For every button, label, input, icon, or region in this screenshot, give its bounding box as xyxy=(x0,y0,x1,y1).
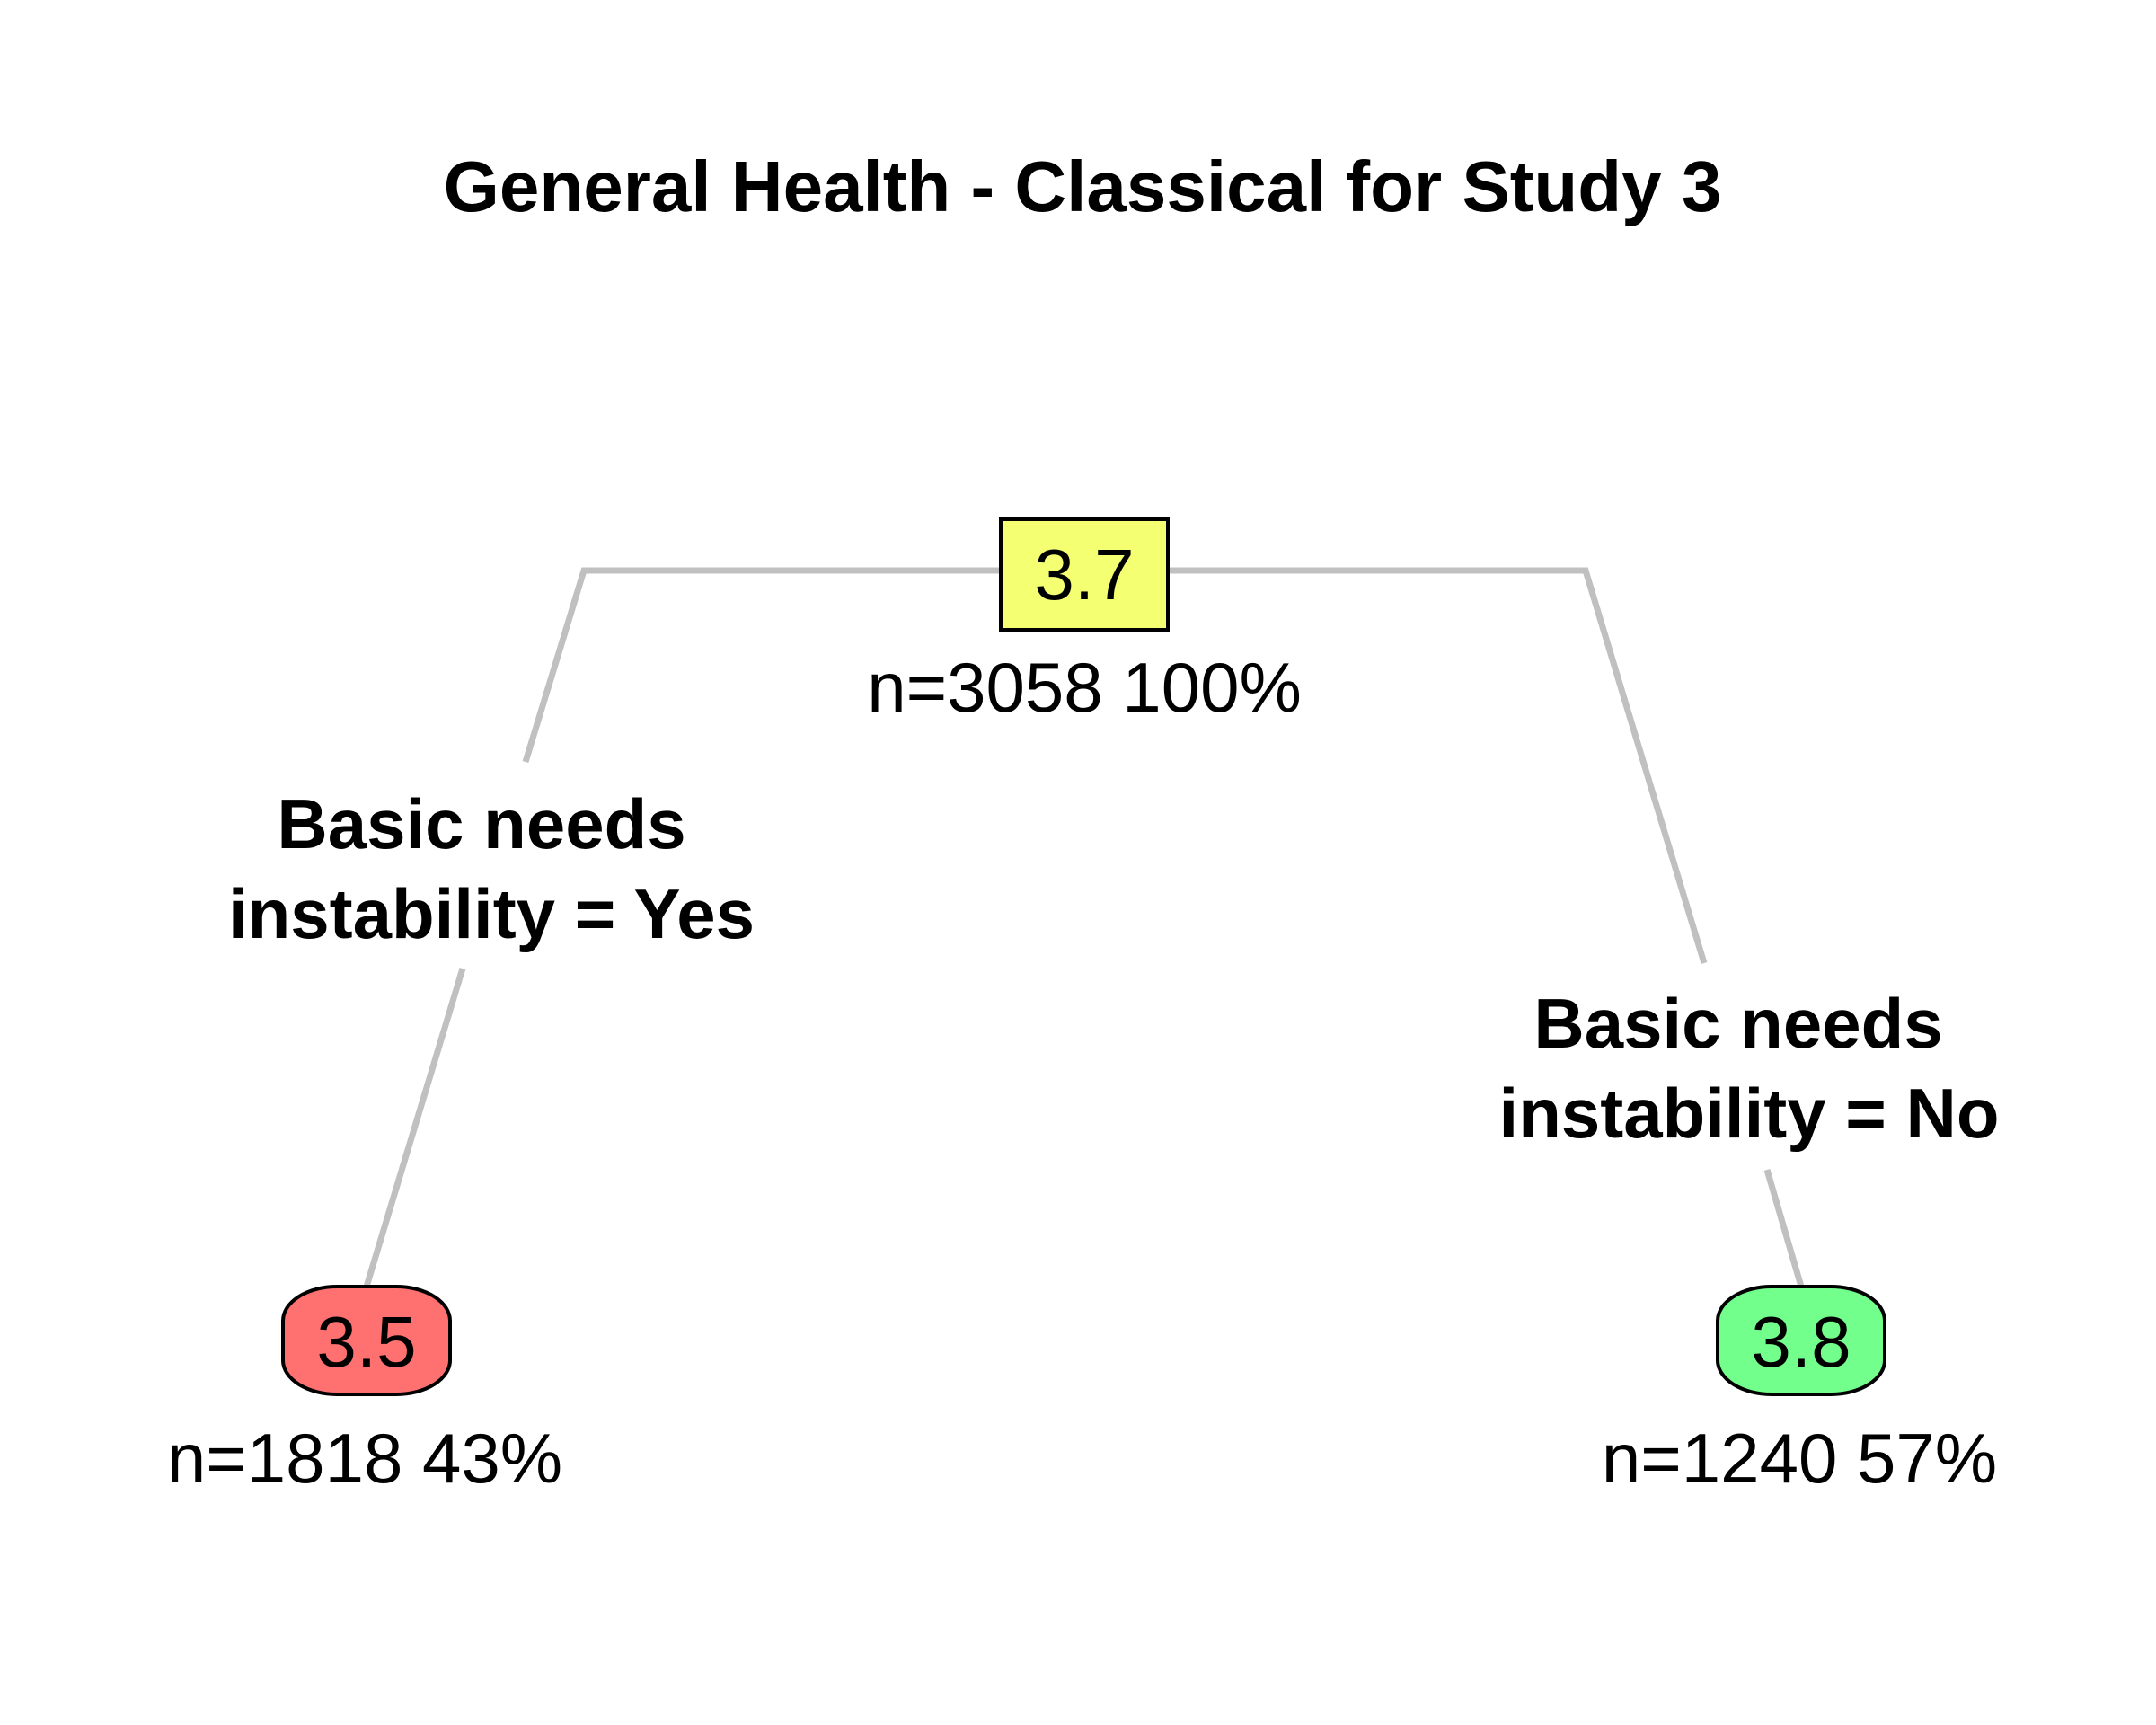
right-leaf-node-box xyxy=(1716,1285,1886,1396)
left-split-label-line1: Basic needs xyxy=(277,784,685,863)
edge-right-lower xyxy=(1763,1169,1805,1287)
root-node: 3.7 n=3058 100% xyxy=(867,518,1302,727)
left-leaf-node: 3.5 n=1818 43% xyxy=(167,1285,562,1498)
edge-left-lower xyxy=(363,967,466,1288)
tree-edges xyxy=(363,567,1805,1288)
left-split-label-line2: instability = Yes xyxy=(228,874,755,953)
right-leaf-node-value: 3.8 xyxy=(1751,1302,1851,1382)
root-node-stats: n=3058 100% xyxy=(867,648,1302,727)
left-leaf-node-stats: n=1818 43% xyxy=(167,1419,562,1498)
right-leaf-node: 3.8 n=1240 57% xyxy=(1602,1285,1997,1498)
root-node-box xyxy=(999,518,1170,632)
right-leaf-node-stats: n=1240 57% xyxy=(1602,1419,1997,1498)
right-split-label: Basic needs instability = No xyxy=(1499,984,2000,1153)
diagram-title: General Health - Classical for Study 3 xyxy=(444,146,1722,226)
left-split-label: Basic needs instability = Yes xyxy=(228,784,755,953)
right-split-label-line1: Basic needs xyxy=(1533,984,1942,1063)
left-leaf-node-box xyxy=(281,1285,452,1396)
root-node-value: 3.7 xyxy=(1034,535,1134,615)
left-leaf-node-value: 3.5 xyxy=(316,1302,416,1382)
right-split-label-line2: instability = No xyxy=(1499,1074,2000,1153)
edge-root-horizontal-left xyxy=(522,567,999,764)
edge-root-horizontal-right xyxy=(1168,567,1708,965)
